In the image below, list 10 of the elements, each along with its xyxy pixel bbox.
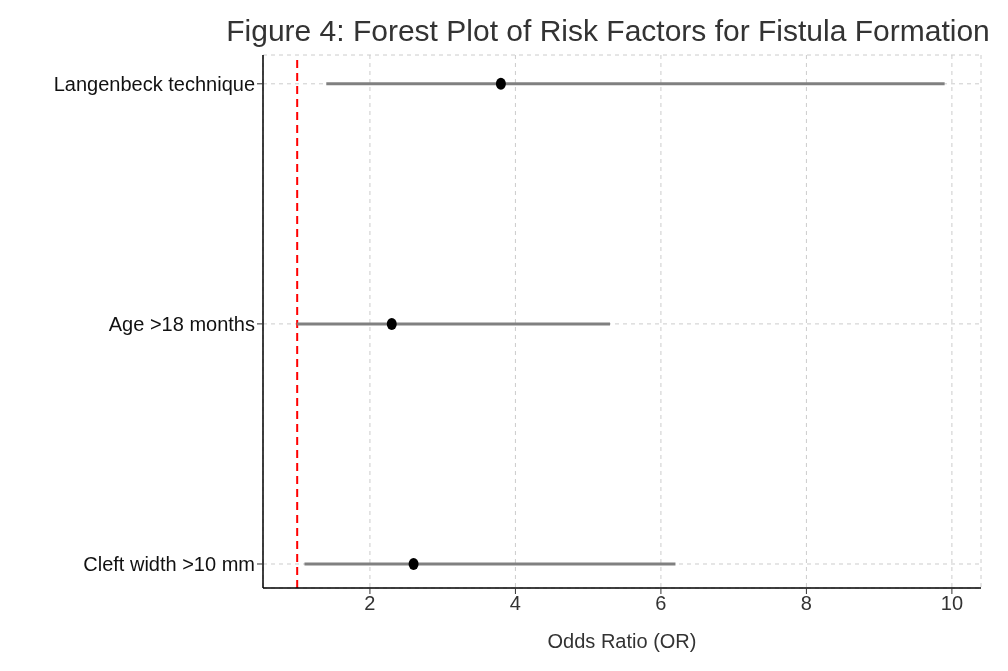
y-tick-label: Age >18 months (108, 313, 255, 335)
x-tick-label: 6 (655, 592, 667, 615)
chart-title: Figure 4: Forest Plot of Risk Factors for Fistula Formation (225, 14, 991, 48)
x-tick-label: 4 (509, 592, 521, 615)
x-tick-label: 8 (800, 592, 812, 615)
y-tick-label: Langenbeck technique (53, 72, 255, 95)
x-tick-label: 10 (940, 592, 964, 615)
y-tick-label: Cleft width >10 mm (83, 553, 255, 576)
x-tick-label: 2 (364, 592, 376, 615)
x-axis-title: Odds Ratio (OR) (547, 630, 697, 652)
